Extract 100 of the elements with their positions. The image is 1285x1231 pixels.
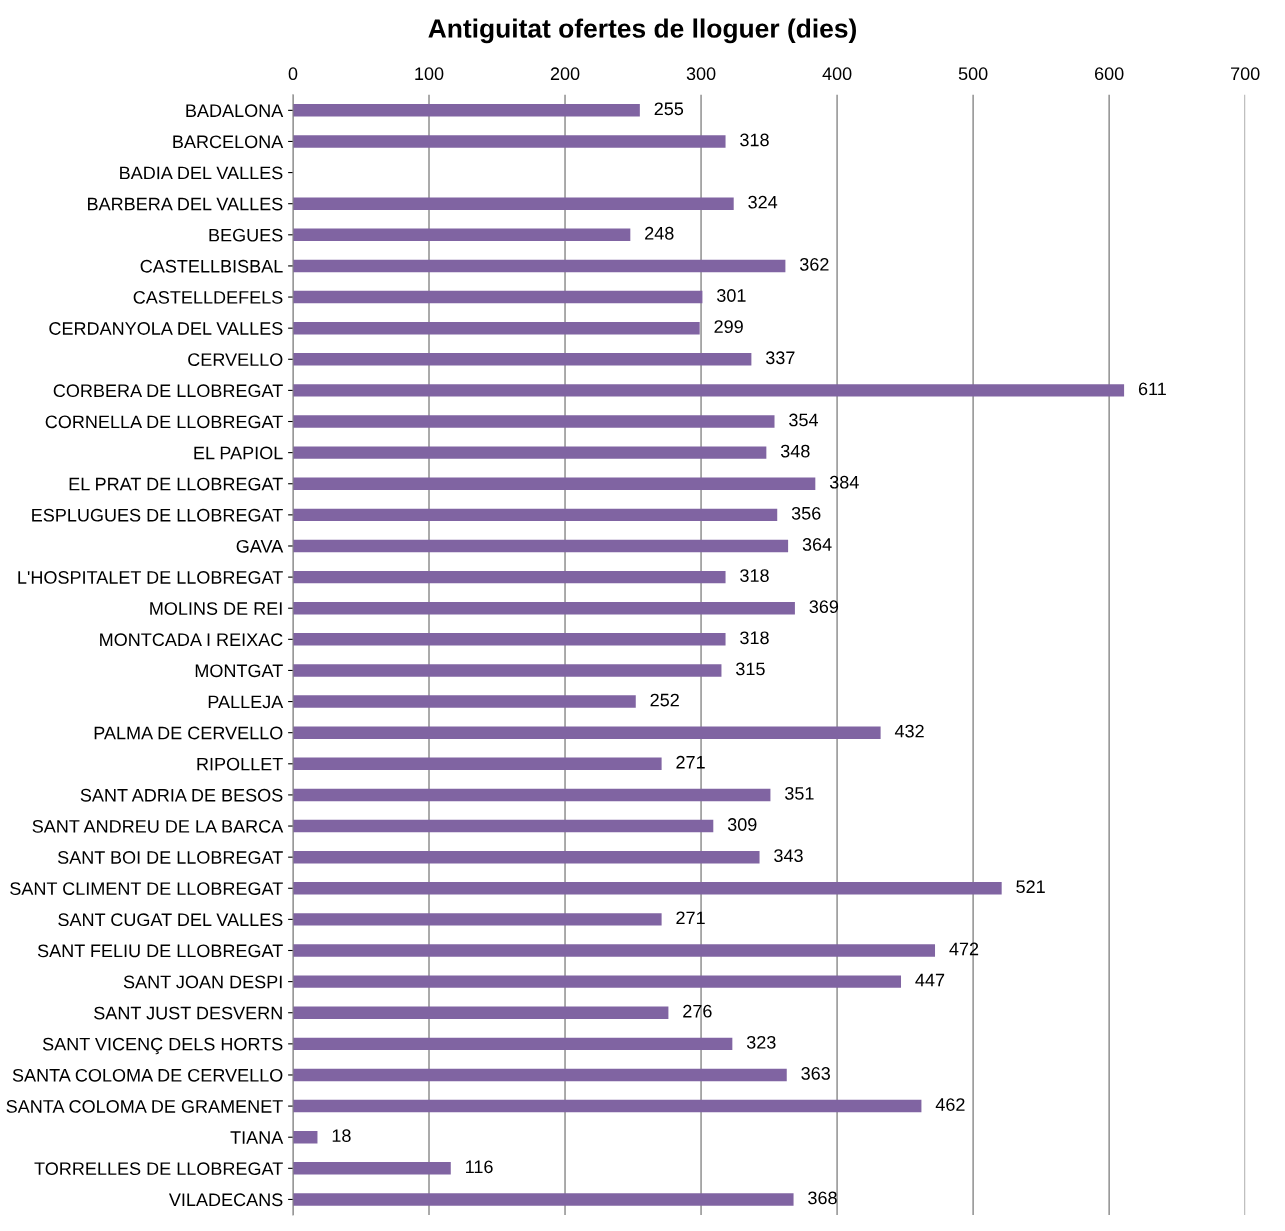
- data-label: 271: [676, 911, 705, 925]
- x-tick-label: 0: [288, 67, 298, 81]
- y-tick-label: GAVA: [236, 539, 284, 553]
- data-label: 299: [714, 320, 743, 334]
- data-label: 462: [935, 1098, 965, 1111]
- y-tick-label: CASTELLDEFELS: [133, 290, 283, 304]
- data-label: 318: [740, 569, 769, 582]
- x-tick-label: 500: [958, 67, 988, 81]
- data-label: 362: [799, 257, 829, 271]
- y-tick-label: EL PRAT DE LLOBREGAT: [69, 477, 283, 491]
- y-tick-label: SANT JOAN DESPI: [123, 975, 282, 989]
- data-label: 309: [727, 818, 757, 831]
- bar: [292, 1037, 733, 1051]
- bar: [292, 508, 778, 522]
- data-label: 343: [774, 849, 803, 862]
- data-label: 315: [736, 662, 765, 676]
- data-label: 363: [801, 1067, 830, 1080]
- data-label: 368: [808, 1191, 837, 1205]
- bar: [292, 197, 734, 210]
- data-label: 324: [748, 195, 778, 209]
- y-tick-label: SANT ADRIA DE BESOS: [80, 788, 283, 802]
- bar: [292, 1068, 787, 1082]
- y-tick-label: SANT CUGAT DEL VALLES: [58, 913, 283, 927]
- bar: [292, 570, 726, 584]
- bar: [292, 1193, 794, 1206]
- bar: [292, 788, 771, 802]
- y-tick-label: SANT VICENÇ DELS HORTS: [42, 1037, 283, 1055]
- bar: [292, 384, 1125, 397]
- bar: [292, 913, 662, 926]
- data-label: 521: [1016, 880, 1045, 894]
- y-tick-label: CERDANYOLA DEL VALLES: [49, 322, 283, 335]
- bar: [292, 975, 902, 988]
- y-tick-label: MOLINS DE REI: [150, 602, 282, 615]
- data-label: 432: [894, 724, 924, 738]
- bar: [292, 601, 795, 615]
- chart-title: Antiguitat ofertes de lloguer (dies): [428, 18, 856, 44]
- x-tick-label: 600: [1094, 67, 1124, 81]
- y-tick-label: VILADECANS: [168, 1193, 283, 1207]
- x-tick-label: 400: [822, 67, 852, 81]
- data-label: 351: [785, 786, 814, 800]
- bar: [292, 850, 760, 864]
- y-tick-label: PALMA DE CERVELLO: [94, 726, 283, 740]
- y-tick-label: EL PAPIOL: [194, 446, 283, 460]
- x-tick-label: 100: [415, 67, 444, 81]
- data-label: 248: [645, 226, 674, 240]
- data-label: 354: [789, 413, 818, 427]
- bar: [292, 819, 714, 833]
- y-tick-label: PALLEJA: [208, 695, 284, 709]
- bar: [292, 664, 722, 677]
- y-tick-label: BADIA DEL VALLES: [120, 166, 283, 180]
- y-tick-label: SANTA COLOMA DE GRAMENET: [6, 1100, 283, 1113]
- bar: [292, 415, 775, 428]
- y-tick-label: TORRELLES DE LLOBREGAT: [34, 1162, 283, 1176]
- data-label: 369: [809, 600, 839, 614]
- y-tick-label: TIANA: [230, 1131, 284, 1144]
- x-tick-label: 300: [686, 67, 716, 81]
- data-label: 611: [1138, 382, 1166, 396]
- data-label: 337: [765, 351, 795, 365]
- bar: [292, 633, 726, 646]
- bar: [292, 695, 636, 708]
- data-label: 384: [829, 475, 859, 489]
- bar: [292, 539, 789, 553]
- bar: [292, 446, 767, 459]
- y-tick-label: BARCELONA: [173, 135, 284, 149]
- data-label: 255: [654, 102, 684, 116]
- bar: [292, 1162, 451, 1175]
- bar: [292, 228, 631, 242]
- y-tick-label: MONTGAT: [195, 664, 283, 678]
- y-tick-label: SANT BOI DE LLOBREGAT: [57, 851, 283, 864]
- y-tick-label: SANT JUST DESVERN: [94, 1006, 282, 1020]
- bar: [292, 1006, 669, 1019]
- y-tick-label: CORBERA DE LLOBREGAT: [53, 384, 283, 398]
- bar: [292, 882, 1002, 895]
- bar: [292, 259, 786, 273]
- y-tick-label: SANTA COLOMA DE CERVELLO: [12, 1068, 283, 1082]
- y-tick-label: BEGUES: [209, 228, 283, 242]
- data-label: 271: [676, 755, 705, 769]
- bar: [292, 477, 816, 490]
- data-label: 318: [740, 631, 769, 645]
- y-tick-label: CORNELLA DE LLOBREGAT: [45, 415, 283, 429]
- data-label: 356: [791, 506, 821, 520]
- data-label: 252: [650, 693, 679, 707]
- y-tick-label: L'HOSPITALET DE LLOBREGAT: [18, 571, 283, 584]
- x-tick-label: 700: [1231, 67, 1260, 81]
- data-label: 323: [746, 1035, 776, 1049]
- y-tick-label: BADALONA: [186, 104, 284, 118]
- bar: [292, 1130, 318, 1144]
- bar: [292, 757, 662, 771]
- bar: [292, 726, 881, 739]
- y-tick-label: SANT ANDREU DE LA BARCA: [32, 819, 284, 833]
- data-label: 472: [949, 942, 979, 956]
- y-tick-label: MONTCADA I REIXAC: [100, 633, 283, 647]
- data-label: 18: [332, 1129, 351, 1143]
- y-tick-label: SANT CLIMENT DE LLOBREGAT: [10, 882, 283, 895]
- data-label: 348: [780, 444, 810, 458]
- bar: [292, 104, 640, 117]
- bar: [292, 1099, 922, 1113]
- bar: [292, 321, 700, 335]
- data-label: 447: [915, 973, 945, 987]
- data-label: 276: [683, 1004, 712, 1018]
